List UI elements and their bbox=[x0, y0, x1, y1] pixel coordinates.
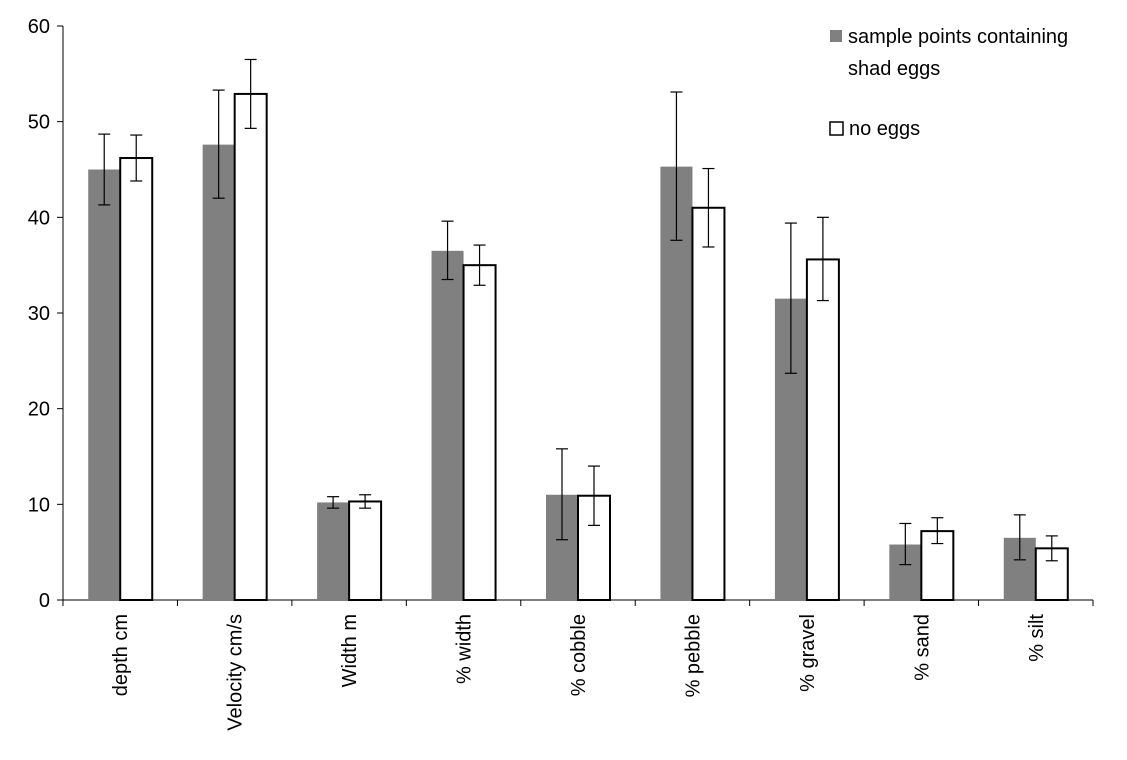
bar-shad-eggs bbox=[88, 169, 121, 600]
legend-label-shad-eggs-line1: sample points containing bbox=[848, 26, 1068, 48]
x-category-label: % silt bbox=[1026, 614, 1048, 662]
x-category-label: % width bbox=[454, 614, 476, 684]
legend-swatch-shad-eggs bbox=[830, 30, 842, 42]
legend: sample points containing shad eggs no eg… bbox=[829, 26, 1068, 140]
bar-no-eggs bbox=[119, 157, 154, 602]
error-bar bbox=[1013, 514, 1026, 561]
y-tick-label: 40 bbox=[28, 207, 50, 229]
y-tick-label: 30 bbox=[28, 303, 50, 325]
error-bar bbox=[473, 244, 486, 286]
error-bar bbox=[98, 133, 111, 206]
error-bar bbox=[899, 522, 912, 566]
error-bar bbox=[784, 222, 797, 374]
error-bar bbox=[359, 494, 372, 509]
bar-shad-eggs bbox=[317, 502, 350, 600]
legend-label-no-eggs: no eggs bbox=[849, 118, 920, 140]
y-tick-label: 60 bbox=[28, 16, 50, 38]
x-category-label: Velocity cm/s bbox=[225, 614, 247, 731]
bar-no-eggs bbox=[805, 258, 840, 601]
bar-no-eggs bbox=[348, 500, 383, 602]
error-bar bbox=[1045, 535, 1058, 562]
error-bar bbox=[556, 448, 568, 541]
x-category-label: % pebble bbox=[682, 614, 704, 697]
x-axis: depth cm Velocity cm/s Width m % width % cob… bbox=[62, 599, 1094, 731]
y-axis: 0 10 20 30 40 50 60 bbox=[28, 16, 64, 612]
y-tick-label: 10 bbox=[28, 494, 50, 516]
bar-shad-eggs bbox=[202, 144, 235, 601]
y-tick-label: 20 bbox=[28, 399, 50, 421]
bar-no-eggs bbox=[691, 206, 726, 601]
error-bar bbox=[931, 517, 944, 545]
x-category-label: depth cm bbox=[110, 614, 132, 696]
bars bbox=[88, 92, 1069, 602]
y-tick-label: 50 bbox=[28, 112, 50, 134]
error-bar bbox=[244, 58, 257, 129]
bar-no-eggs bbox=[233, 92, 268, 601]
error-bar bbox=[327, 496, 340, 509]
x-category-label: % gravel bbox=[797, 614, 819, 692]
bar-shad-eggs bbox=[431, 250, 464, 601]
x-category-label: % cobble bbox=[568, 614, 590, 696]
bar-no-eggs bbox=[462, 264, 497, 601]
legend-swatch-no-eggs bbox=[829, 121, 844, 136]
error-bar bbox=[130, 134, 143, 182]
error-bar bbox=[588, 465, 600, 526]
error-bars bbox=[98, 58, 1058, 566]
error-bar bbox=[816, 216, 829, 302]
error-bar bbox=[702, 167, 715, 248]
error-bar bbox=[212, 89, 225, 199]
x-category-label: Width m bbox=[339, 614, 361, 687]
y-tick-label: 0 bbox=[39, 590, 50, 612]
x-category-label: % sand bbox=[911, 614, 933, 681]
legend-label-shad-eggs-line2: shad eggs bbox=[848, 58, 940, 80]
error-bar bbox=[670, 91, 683, 241]
error-bar bbox=[441, 220, 454, 281]
